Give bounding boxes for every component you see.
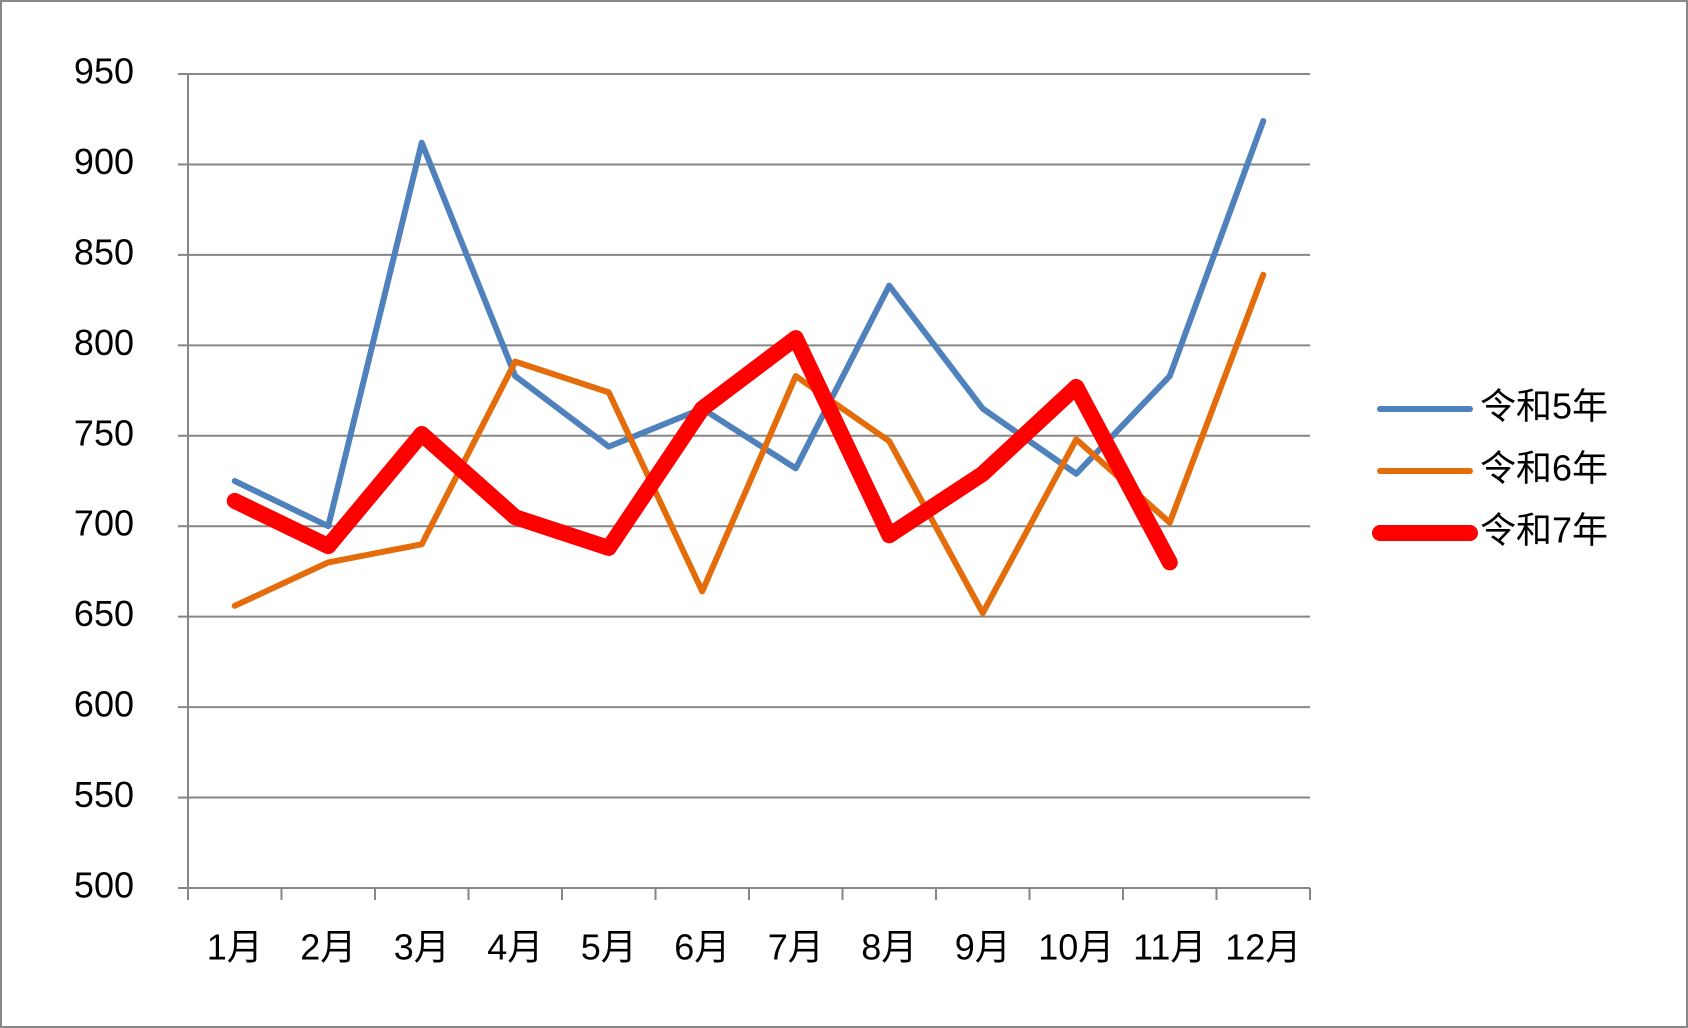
y-tick-label: 700 [74,503,134,544]
series-line [231,118,1267,530]
x-tick-label: 10月 [1038,927,1114,968]
x-tick-label: 3月 [394,927,450,968]
x-tick-label: 7月 [768,927,824,968]
y-tick-label: 750 [74,412,134,453]
x-tick-label: 5月 [581,927,637,968]
x-tick-label: 6月 [674,927,730,968]
x-tick-label: 4月 [487,927,543,968]
x-tick-label: 9月 [955,927,1011,968]
x-tick-label: 12月 [1225,927,1301,968]
y-tick-label: 850 [74,231,134,272]
series-line [231,271,1267,617]
x-tick-label: 11月 [1133,927,1206,968]
x-tick-label: 8月 [861,927,917,968]
legend-label: 令和6年 [1480,448,1608,489]
x-tick-label: 2月 [300,927,356,968]
y-tick-label: 800 [74,322,134,363]
legend-label: 令和7年 [1480,510,1608,551]
y-tick-label: 600 [74,684,134,725]
x-tick-label: 1月 [207,927,263,968]
y-tick-label: 550 [74,774,134,815]
y-tick-label: 950 [74,51,134,92]
series-line [226,330,1178,571]
legend-label: 令和5年 [1480,386,1608,427]
y-tick-label: 650 [74,593,134,634]
y-tick-label: 900 [74,141,134,182]
y-tick-label: 500 [74,865,134,906]
